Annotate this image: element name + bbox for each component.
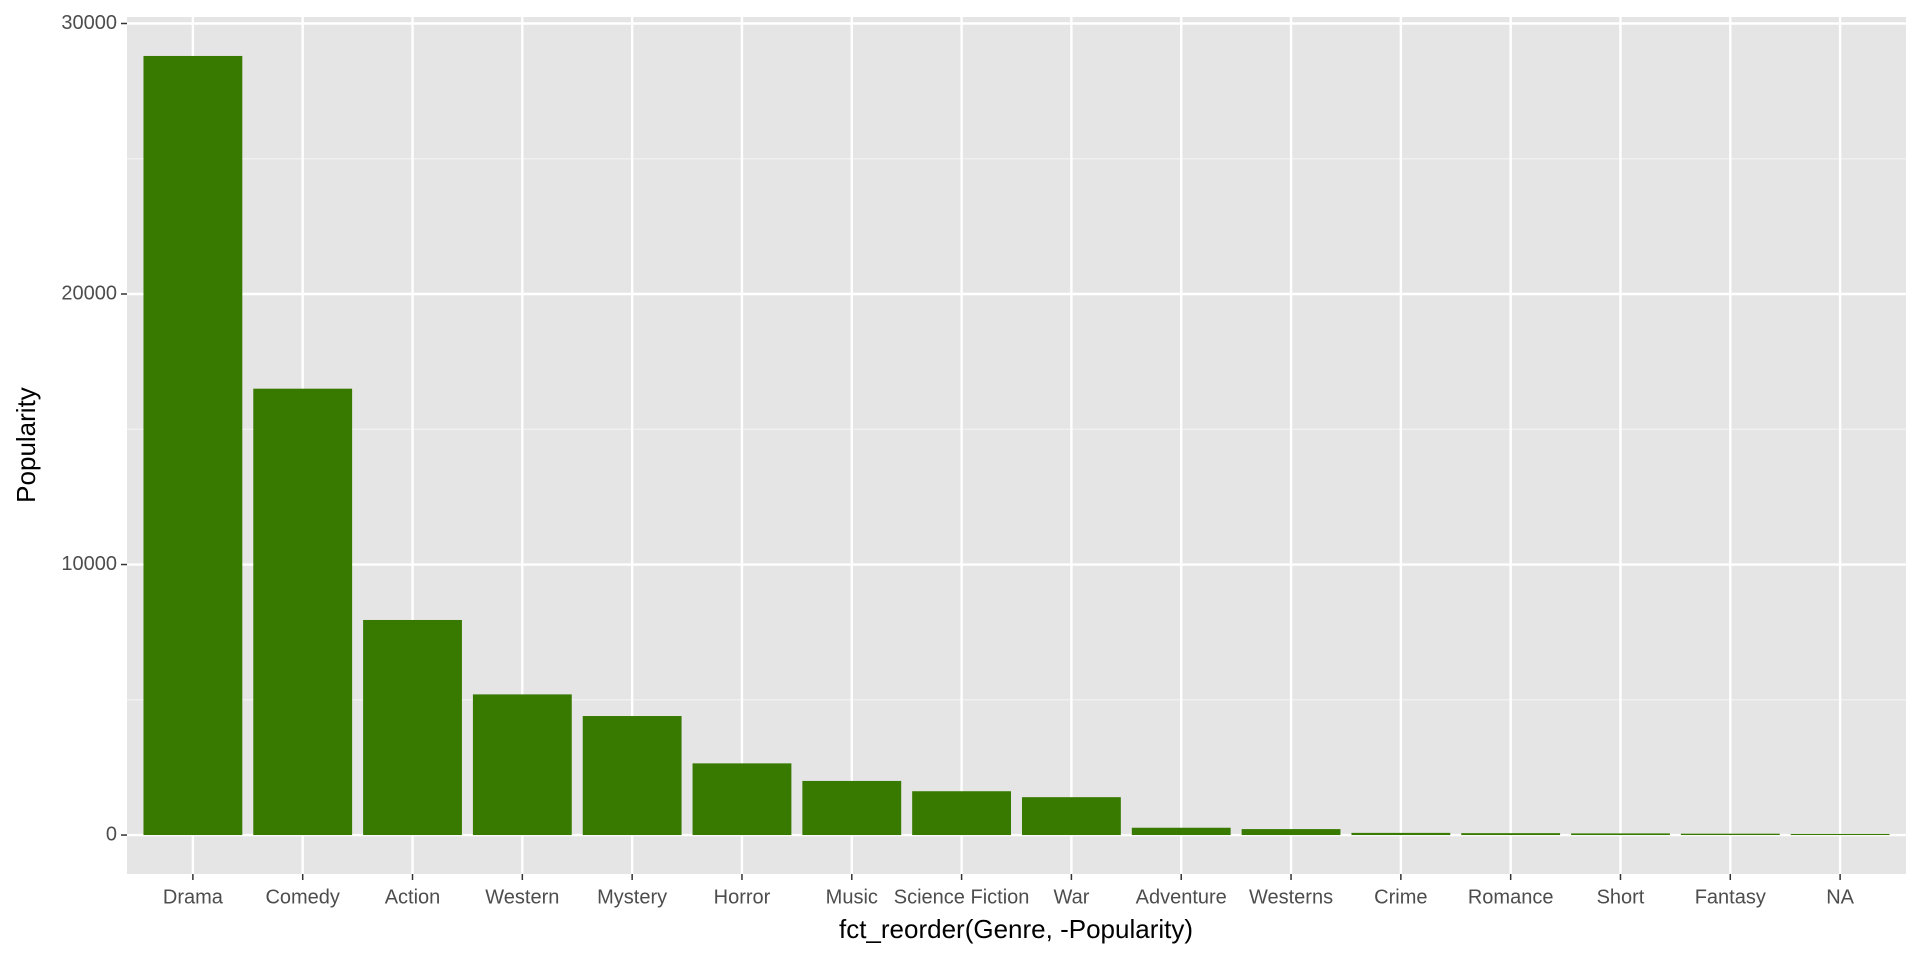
x-tick-label: Comedy xyxy=(265,886,339,908)
bar xyxy=(1131,827,1231,836)
bar xyxy=(472,694,572,836)
bar xyxy=(912,791,1012,836)
y-tick-label: 0 xyxy=(106,823,117,845)
bar xyxy=(1461,833,1561,836)
bar xyxy=(692,763,792,836)
x-tick-label: Westerns xyxy=(1249,886,1333,908)
bar xyxy=(1351,832,1451,836)
bar xyxy=(1571,833,1670,836)
bar xyxy=(1021,797,1121,836)
bar xyxy=(143,55,243,836)
x-tick-label: Mystery xyxy=(597,886,667,908)
x-axis-title: fct_reorder(Genre, -Popularity) xyxy=(839,914,1193,944)
bar xyxy=(253,388,353,836)
x-tick-label: Short xyxy=(1597,886,1645,908)
bar xyxy=(1680,833,1780,836)
y-tick-label: 30000 xyxy=(61,12,117,34)
y-tick-label: 20000 xyxy=(61,282,117,304)
x-tick-label: Action xyxy=(385,886,441,908)
x-tick-label: Crime xyxy=(1374,886,1427,908)
x-tick-label: Horror xyxy=(714,886,771,908)
bar xyxy=(802,780,902,836)
x-tick-label: Drama xyxy=(163,886,224,908)
y-axis-title: Popularity xyxy=(11,387,41,503)
bar xyxy=(1241,829,1341,836)
x-tick-label: Fantasy xyxy=(1695,886,1766,908)
x-tick-label: Western xyxy=(485,886,559,908)
x-tick-label: Adventure xyxy=(1136,886,1227,908)
x-tick-label: War xyxy=(1053,886,1089,908)
bar xyxy=(582,716,682,836)
x-tick-label: NA xyxy=(1826,886,1854,908)
x-tick-label: Science Fiction xyxy=(894,886,1030,908)
bar xyxy=(363,619,462,836)
y-tick-label: 10000 xyxy=(61,553,117,575)
bar xyxy=(1790,833,1890,836)
x-tick-label: Romance xyxy=(1468,886,1554,908)
x-tick-label: Music xyxy=(826,886,878,908)
